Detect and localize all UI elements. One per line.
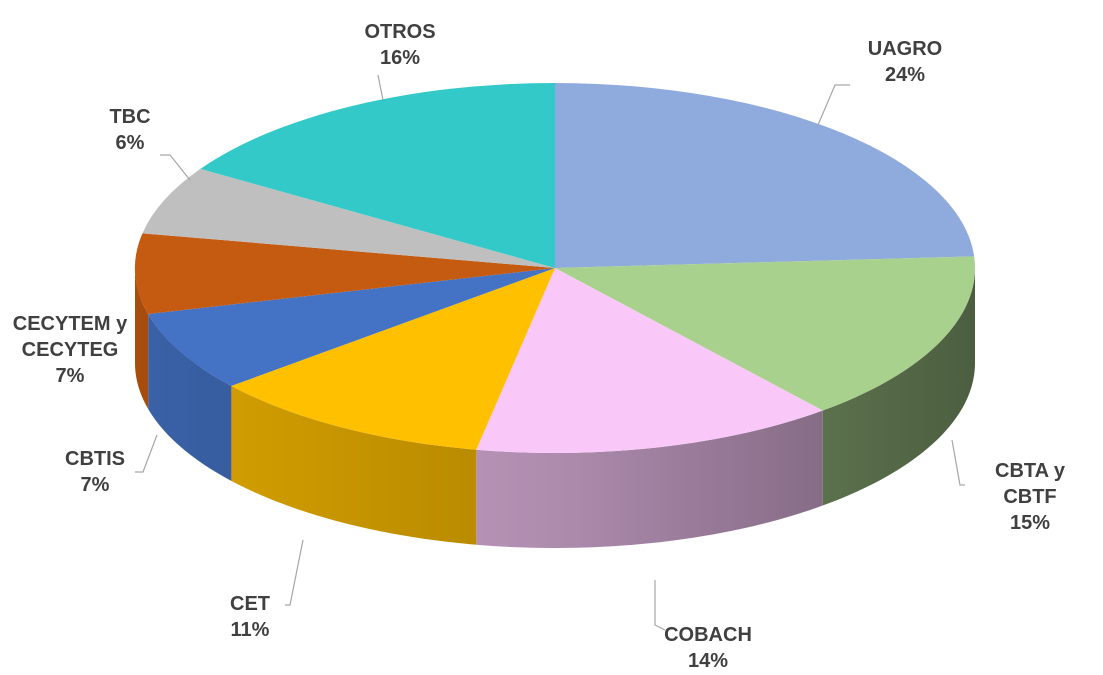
slice-side bbox=[231, 385, 477, 545]
slice bbox=[555, 256, 975, 411]
value-label: 15% bbox=[1009, 512, 1051, 534]
data-label: CBTA y CBTF 15% bbox=[994, 458, 1067, 536]
leader-line bbox=[654, 580, 666, 631]
value-label: 11% bbox=[230, 619, 270, 641]
category-label: UAGRO bbox=[867, 38, 943, 60]
slice bbox=[148, 268, 555, 386]
slice bbox=[231, 268, 555, 450]
category-label: CBTIS bbox=[65, 448, 125, 470]
slice bbox=[555, 83, 975, 268]
category-label: OTROS bbox=[364, 21, 436, 43]
value-label: 16% bbox=[379, 47, 421, 69]
slice-side bbox=[822, 268, 975, 506]
leader-line bbox=[817, 84, 850, 126]
category-label: COBACH bbox=[664, 624, 752, 646]
slice-side bbox=[476, 410, 823, 548]
leader-line bbox=[135, 434, 158, 473]
slice-side bbox=[135, 268, 149, 410]
category-label: CECYTEM y CECYTEG bbox=[12, 313, 128, 361]
value-label: 6% bbox=[115, 132, 145, 154]
slice bbox=[476, 268, 823, 453]
slice bbox=[200, 83, 556, 268]
slice bbox=[135, 233, 556, 315]
category-label: CET bbox=[230, 593, 270, 615]
data-label: UAGRO 24% bbox=[868, 36, 942, 88]
slice-side bbox=[148, 314, 232, 481]
data-label: CBTIS 7% bbox=[65, 446, 125, 498]
value-label: 7% bbox=[80, 474, 110, 496]
category-label: CBTA y CBTF bbox=[995, 460, 1065, 508]
data-label: OTROS 16% bbox=[364, 19, 435, 71]
slice bbox=[142, 168, 555, 268]
leader-line bbox=[377, 74, 384, 101]
data-label: COBACH 14% bbox=[664, 622, 752, 674]
category-label: TBC bbox=[109, 106, 151, 128]
value-label: 14% bbox=[687, 650, 729, 672]
leader-line bbox=[160, 154, 191, 181]
value-label: 24% bbox=[884, 64, 926, 86]
leader-line bbox=[285, 539, 304, 606]
leader-line bbox=[951, 439, 965, 486]
value-label: 7% bbox=[55, 365, 85, 387]
data-label: CET 11% bbox=[230, 591, 270, 643]
data-label: CECYTEM y CECYTEG 7% bbox=[5, 311, 135, 389]
data-label: TBC 6% bbox=[109, 104, 150, 156]
